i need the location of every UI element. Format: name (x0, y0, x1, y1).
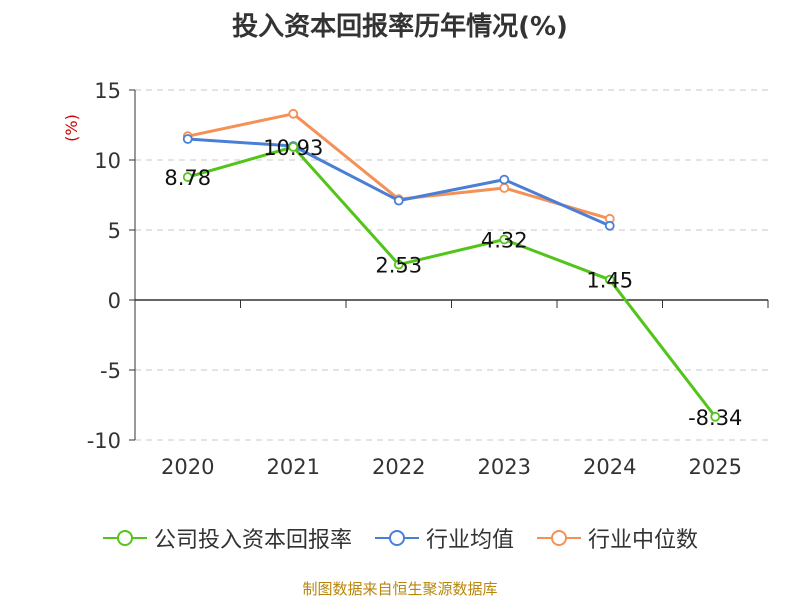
data-label-3: 4.32 (481, 229, 528, 253)
series-1-point-0 (182, 134, 193, 144)
legend-marker-company (102, 530, 147, 546)
data-label-2: 2.53 (375, 254, 422, 278)
y-tick-label-1: 10 (94, 149, 121, 173)
x-tick-label-2: 2022 (372, 455, 425, 479)
series-0-point-0 (182, 172, 193, 182)
series-0-point-2 (393, 259, 404, 270)
legend-item-industry-median[interactable]: 行业中位数 (536, 522, 698, 554)
legend-marker-industry-median (537, 530, 581, 546)
legend-label-company: 公司投入资本回报率 (153, 528, 352, 553)
legend-marker-industry-mean (374, 530, 419, 546)
x-tick-label-1: 2021 (267, 455, 320, 479)
series-1-point-2 (393, 195, 404, 206)
x-tick-label-4: 2024 (583, 455, 636, 479)
series-0-point-3 (499, 234, 510, 245)
chart-legend: 公司投入资本回报率 行业均值 行业中位数 (0, 520, 800, 556)
series-2-point-1 (288, 108, 299, 119)
data-label-5: -8.34 (688, 406, 742, 430)
series-line-0 (187, 145, 717, 418)
y-tick-label-3: 0 (108, 289, 121, 313)
series-1-point-3 (499, 174, 510, 185)
data-label-1: 10.93 (263, 136, 323, 160)
data-source-note: 制图数据来自恒生聚源数据库 (302, 580, 498, 598)
y-tick-label-0: 15 (94, 79, 121, 103)
series-2-point-3 (499, 183, 510, 193)
series-0-point-1 (288, 142, 299, 152)
series-1-point-4 (604, 220, 615, 231)
data-label-4: 1.45 (586, 269, 633, 293)
x-tick-label-0: 2020 (161, 455, 214, 479)
legend-item-industry-mean[interactable]: 行业均值 (374, 522, 514, 554)
y-tick-label-5: -10 (87, 429, 121, 453)
series-0-point-5 (710, 411, 721, 422)
chart-title: 投入资本回报率历年情况(%) (232, 12, 568, 42)
legend-item-company[interactable]: 公司投入资本回报率 (102, 522, 352, 554)
y-tick-label-2: 5 (108, 219, 121, 243)
legend-label-industry-median: 行业中位数 (588, 528, 699, 553)
series-line-1 (187, 137, 611, 228)
legend-label-industry-mean: 行业均值 (425, 528, 514, 553)
data-label-0: 8.78 (164, 166, 211, 190)
x-tick-label-3: 2023 (478, 455, 531, 479)
series-0-point-4 (604, 274, 615, 285)
x-tick-label-5: 2025 (689, 455, 742, 479)
y-tick-label-4: -5 (100, 359, 121, 383)
